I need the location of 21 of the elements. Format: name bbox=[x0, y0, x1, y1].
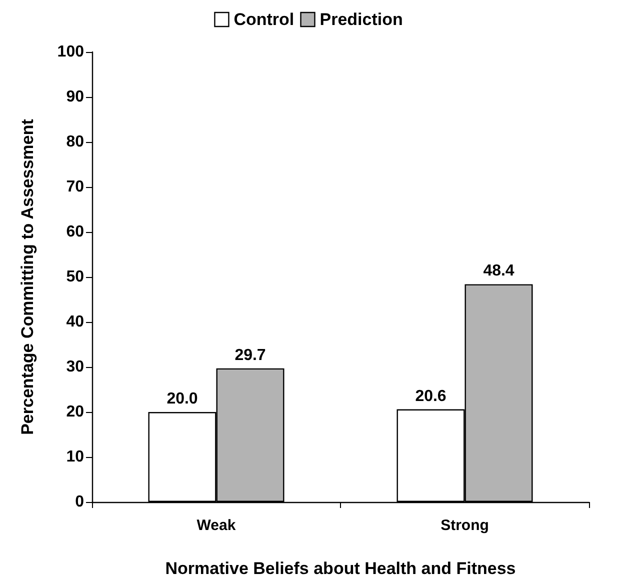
legend-label: Control bbox=[234, 10, 294, 29]
y-tick-label: 60 bbox=[66, 224, 84, 240]
y-tick-label: 0 bbox=[75, 494, 84, 510]
y-tick-label: 40 bbox=[66, 314, 84, 330]
data-label: 20.0 bbox=[166, 390, 198, 408]
x-axis-title: Normative Beliefs about Health and Fitness bbox=[165, 559, 516, 578]
x-tick-label: Weak bbox=[196, 517, 236, 534]
y-tick-label: 90 bbox=[66, 88, 84, 106]
legend-label: Prediction bbox=[320, 10, 403, 29]
x-tick-label: Strong bbox=[440, 517, 489, 534]
y-axis-title: Percentage Committing to Assessment bbox=[18, 118, 37, 435]
data-label: 48.4 bbox=[483, 262, 514, 280]
y-tick-label: 70 bbox=[66, 178, 84, 196]
y-tick-label: 100 bbox=[57, 44, 84, 60]
y-tick-label: 30 bbox=[66, 358, 84, 376]
y-tick-label: 50 bbox=[66, 268, 84, 286]
data-label: 20.6 bbox=[415, 388, 446, 405]
y-tick-label: 10 bbox=[66, 448, 84, 466]
y-tick-label: 80 bbox=[66, 134, 84, 150]
y-tick-label: 20 bbox=[66, 404, 84, 420]
data-label: 29.7 bbox=[234, 346, 266, 364]
